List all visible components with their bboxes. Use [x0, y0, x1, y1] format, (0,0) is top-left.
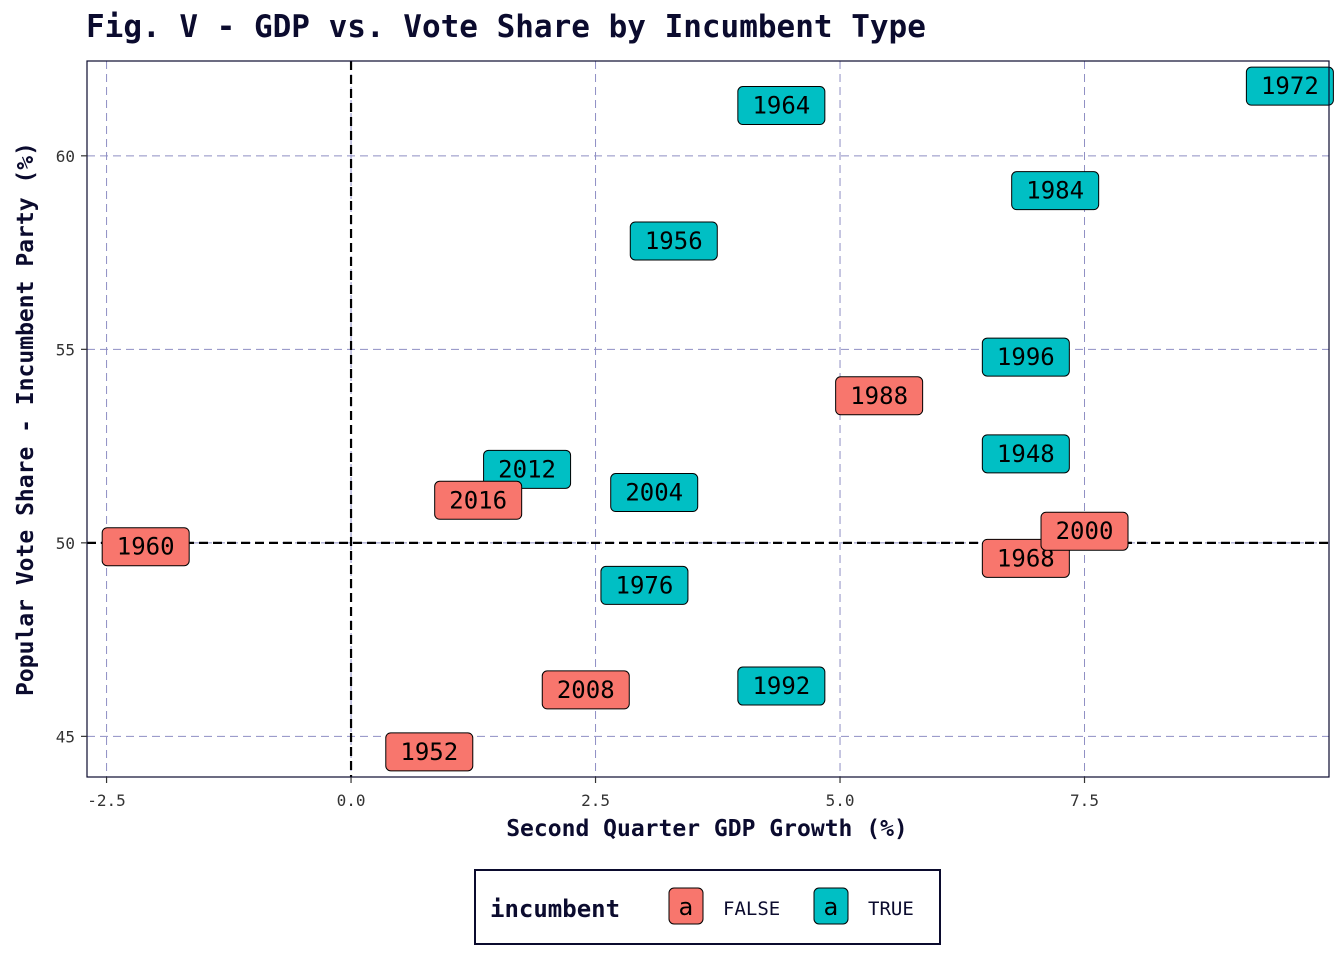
point-label-2000: 2000	[1040, 511, 1129, 551]
point-label-2016: 2016	[434, 480, 523, 520]
point-label-box	[541, 670, 630, 710]
legend-box	[474, 869, 941, 945]
point-label-1952: 1952	[385, 732, 474, 772]
axes: -2.5 0.0 2.5 5.0 7.5 45 50 55 60	[56, 147, 1099, 810]
point-label-1948: 1948	[981, 434, 1070, 474]
point-label-text: 1972	[1261, 72, 1319, 100]
point-label-text: 1996	[997, 343, 1055, 371]
legend-label-false: FALSE	[723, 898, 780, 920]
x-tick-label: 7.5	[1070, 791, 1099, 810]
point-label-text: 2008	[557, 676, 615, 704]
point-label-2004: 2004	[610, 473, 699, 513]
x-tick-label: -2.5	[87, 791, 126, 810]
point-label-box	[981, 434, 1070, 474]
point-label-1960: 1960	[101, 527, 190, 567]
legend-title: incumbent	[490, 895, 620, 923]
legend-key-glyph: a	[824, 893, 839, 921]
point-label-box	[101, 527, 190, 567]
reference-lines	[87, 61, 1329, 777]
point-label-box	[483, 449, 572, 489]
point-label-text: 1952	[400, 738, 458, 766]
y-tick-label: 60	[56, 147, 75, 166]
point-label-box	[737, 86, 826, 126]
x-tick-label: 2.5	[581, 791, 610, 810]
legend: incumbent a FALSE a TRUE	[474, 869, 941, 945]
point-label-text: 1976	[616, 571, 674, 599]
x-axis-title: Second Quarter GDP Growth (%)	[506, 816, 908, 842]
point-label-text: 2000	[1056, 517, 1114, 545]
point-label-text: 1964	[752, 92, 810, 120]
point-label-1988: 1988	[835, 376, 924, 416]
point-label-text: 1992	[752, 672, 810, 700]
point-labels: 1948195219561960196419681972197619841988…	[101, 66, 1334, 772]
x-tick-label: 5.0	[826, 791, 855, 810]
point-label-box	[629, 221, 718, 261]
point-label-box	[600, 565, 689, 605]
point-label-box	[385, 732, 474, 772]
x-tick-label: 0.0	[337, 791, 366, 810]
point-label-text: 2012	[498, 455, 556, 483]
y-axis-title: Popular Vote Share - Incumbent Party (%)	[13, 142, 39, 696]
point-label-box	[434, 480, 523, 520]
point-label-1976: 1976	[600, 565, 689, 605]
point-label-box	[737, 666, 826, 706]
point-label-box	[1040, 511, 1129, 551]
y-tick-label: 50	[56, 534, 75, 553]
point-label-1984: 1984	[1011, 171, 1100, 211]
point-label-1956: 1956	[629, 221, 718, 261]
point-label-text: 1948	[997, 440, 1055, 468]
point-label-text: 1956	[645, 227, 703, 255]
point-label-2012: 2012	[483, 449, 572, 489]
point-label-box	[1245, 66, 1334, 106]
point-label-text: 1984	[1026, 177, 1084, 205]
plot-panel-border	[86, 60, 1330, 778]
point-label-text: 2016	[449, 486, 507, 514]
point-label-1996: 1996	[981, 337, 1070, 377]
point-label-1964: 1964	[737, 86, 826, 126]
grid-lines	[87, 61, 1329, 777]
legend-key-false	[668, 887, 704, 925]
point-label-2008: 2008	[541, 670, 630, 710]
legend-entries: a FALSE a TRUE	[668, 887, 914, 925]
point-label-text: 1988	[850, 382, 908, 410]
point-label-box	[835, 376, 924, 416]
point-label-box	[981, 337, 1070, 377]
legend-key-glyph: a	[679, 893, 694, 921]
legend-key-true	[813, 887, 849, 925]
y-tick-label: 55	[56, 340, 75, 359]
y-tick-label: 45	[56, 727, 75, 746]
point-label-1972: 1972	[1245, 66, 1334, 106]
chart-title: Fig. V - GDP vs. Vote Share by Incumbent…	[86, 9, 926, 45]
point-label-text: 2004	[625, 479, 683, 507]
point-label-box	[610, 473, 699, 513]
point-label-1992: 1992	[737, 666, 826, 706]
point-label-box	[1011, 171, 1100, 211]
legend-label-true: TRUE	[868, 898, 914, 920]
point-label-text: 1960	[117, 533, 175, 561]
